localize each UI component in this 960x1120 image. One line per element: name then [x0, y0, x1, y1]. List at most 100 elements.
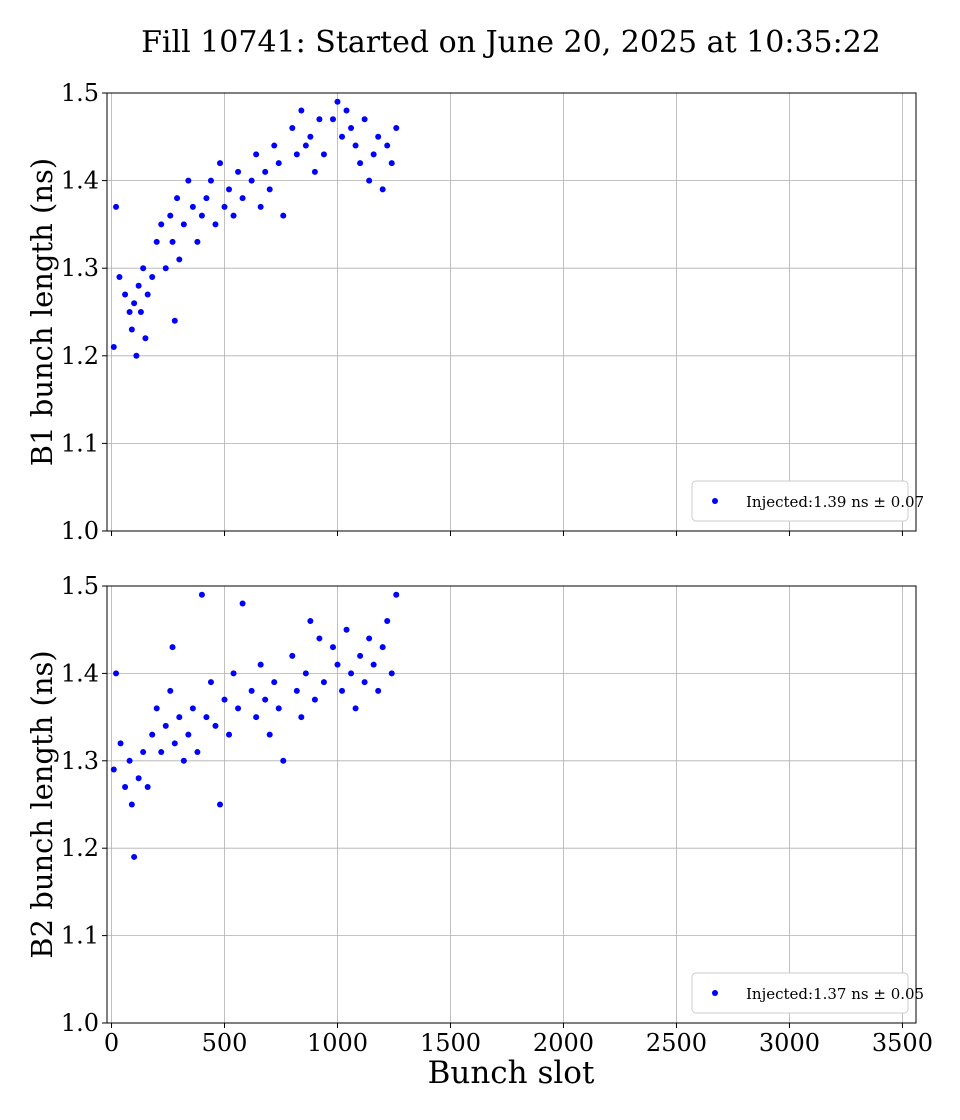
b1-data-point — [158, 221, 165, 228]
b2-data-point — [169, 644, 176, 651]
b2-data-point — [375, 687, 382, 694]
x-tick-label: 500 — [202, 1029, 248, 1057]
b2-data-point — [384, 617, 391, 624]
y-tick-label: 1.5 — [61, 79, 99, 107]
b2-data-point — [235, 705, 242, 712]
b2-data-point — [221, 696, 228, 703]
b1-data-point — [135, 282, 142, 289]
b1-data-point — [212, 221, 219, 228]
b2-data-point — [113, 670, 120, 677]
b1-data-point — [343, 107, 350, 114]
b1-y-axis-label: B1 bunch length (ns) — [25, 158, 59, 466]
b2-data-point — [334, 661, 341, 668]
b1-data-point — [302, 142, 309, 149]
b2-data-point — [131, 853, 138, 860]
b2-data-point — [226, 731, 233, 738]
b1-data-point — [275, 160, 282, 167]
b1-bunch-length-panel: 1.0 1.1 1.2 1.3 1.4 1.5 B1 bunch length (ns) In… — [25, 79, 924, 545]
b1-data-point — [216, 160, 223, 167]
y-tick-label: 1.4 — [61, 167, 99, 195]
b1-data-point — [149, 273, 156, 280]
b1-data-point — [393, 125, 400, 132]
y-tick-label: 1.4 — [61, 659, 99, 687]
b1-data-point — [133, 352, 140, 359]
b1-data-point — [153, 238, 160, 245]
b1-data-point — [113, 203, 120, 210]
b2-data-point — [302, 670, 309, 677]
b2-data-point — [316, 635, 323, 642]
b2-data-point — [203, 714, 210, 721]
b2-data-point — [149, 731, 156, 738]
b1-data-point — [339, 133, 346, 140]
b2-data-point — [180, 757, 187, 764]
b2-data-point — [271, 679, 278, 686]
b2-data-point — [117, 740, 124, 747]
b1-data-point — [379, 186, 386, 193]
b1-data-point — [198, 212, 205, 219]
b1-data-point — [167, 212, 174, 219]
b1-data-point — [311, 168, 318, 175]
b2-data-point — [298, 714, 305, 721]
legend-marker — [712, 990, 718, 996]
y-tick-label: 1.3 — [61, 747, 99, 775]
b2-data-point — [194, 749, 201, 756]
b1-data-point — [128, 326, 135, 333]
b2-legend: Injected:1.37 ns ± 0.05 — [691, 972, 924, 1014]
b1-data-point — [235, 168, 242, 175]
y-tick-label: 1.0 — [61, 517, 99, 545]
y-tick-label: 1.2 — [61, 834, 99, 862]
b2-data-point — [230, 670, 237, 677]
b2-data-point — [189, 705, 196, 712]
b2-data-point — [280, 757, 287, 764]
b2-data-point — [162, 722, 169, 729]
b2-data-point — [352, 705, 359, 712]
b1-data-point — [248, 177, 255, 184]
b1-data-point — [176, 256, 183, 263]
b1-data-point — [207, 177, 214, 184]
b2-data-point — [144, 784, 151, 791]
b1-data-point — [162, 265, 169, 272]
b1-data-point — [298, 107, 305, 114]
b2-data-point — [257, 661, 264, 668]
b2-data-point — [388, 670, 395, 677]
b1-data-point — [203, 195, 210, 202]
b1-data-point — [370, 151, 377, 158]
b1-data-point — [194, 238, 201, 245]
b2-y-axis-label: B2 bunch length (ns) — [25, 650, 59, 958]
b1-data-point — [271, 142, 278, 149]
b2-data-point — [253, 714, 260, 721]
x-tick-label: 0 — [104, 1029, 119, 1057]
b1-data-point — [221, 203, 228, 210]
x-tick-label: 1000 — [307, 1029, 368, 1057]
b1-data-point — [366, 177, 373, 184]
b2-data-point — [357, 652, 364, 659]
b1-data-point — [180, 221, 187, 228]
b2-data-point — [167, 687, 174, 694]
b1-data-point — [131, 300, 138, 307]
b2-data-point — [239, 600, 246, 607]
b2-data-point — [110, 766, 117, 773]
y-tick-label: 1.1 — [61, 429, 99, 457]
b1-data-point — [316, 116, 323, 123]
b1-data-point — [357, 160, 364, 167]
b1-data-point — [140, 265, 147, 272]
b1-data-point — [352, 142, 359, 149]
b2-data-point — [153, 705, 160, 712]
b2-data-point — [128, 801, 135, 808]
legend-box — [691, 972, 909, 1014]
b2-data-point — [216, 801, 223, 808]
b1-data-point — [174, 195, 181, 202]
b2-data-point — [366, 635, 373, 642]
x-tick-label: 2000 — [533, 1029, 594, 1057]
x-tick-label: 3500 — [872, 1029, 933, 1057]
b2-data-point — [185, 731, 192, 738]
y-tick-label: 1.5 — [61, 572, 99, 600]
b2-data-point — [275, 705, 282, 712]
b2-data-point — [361, 679, 368, 686]
b2-data-point — [307, 617, 314, 624]
y-tick-label: 1.0 — [61, 1009, 99, 1037]
b2-data-point — [212, 722, 219, 729]
b2-data-point — [140, 749, 147, 756]
b2-data-point — [198, 591, 205, 598]
